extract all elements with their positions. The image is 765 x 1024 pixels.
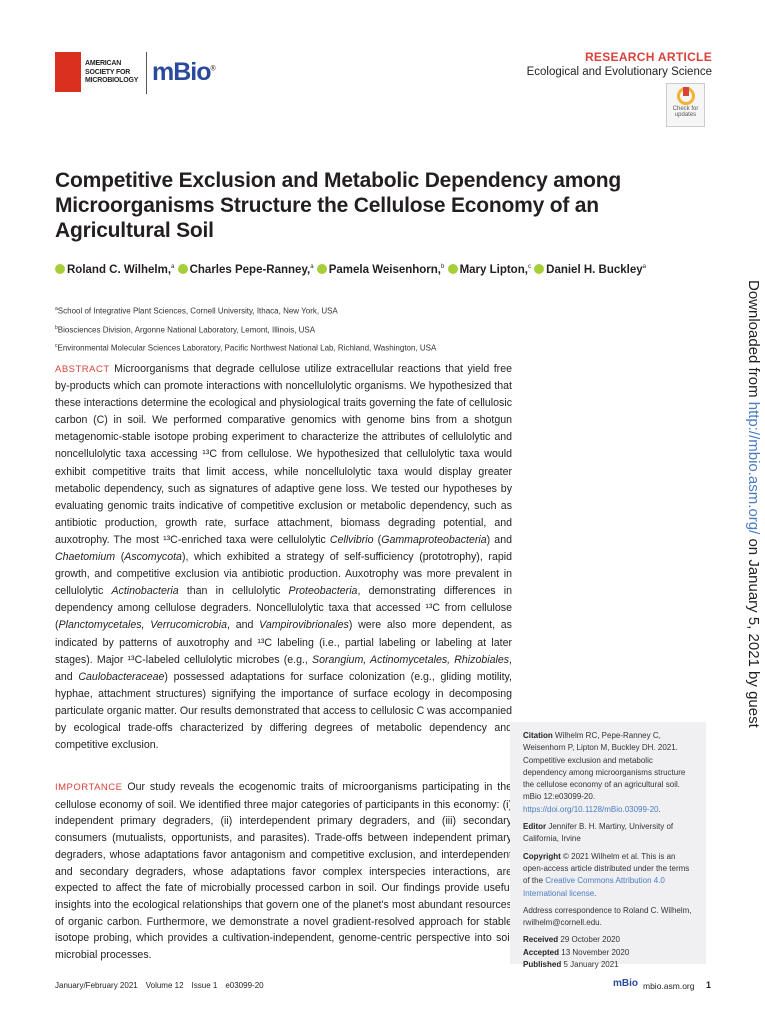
received-date: 29 October 2020	[558, 935, 620, 945]
author-name[interactable]: Daniel H. Buckley	[546, 264, 643, 276]
article-type: RESEARCH ARTICLE	[584, 50, 712, 64]
issue: Issue 1	[191, 981, 218, 990]
check-for-updates-button[interactable]: Check for updates	[666, 83, 705, 127]
accepted-date: 13 November 2020	[559, 947, 630, 957]
issue-date: January/February 2021	[55, 981, 138, 990]
orcid-icon[interactable]	[534, 264, 545, 274]
footer-issue-info: January/February 2021 Volume 12 Issue 1 e03…	[55, 981, 272, 990]
text-segment: , and	[55, 653, 512, 683]
text-segment: ) and	[486, 533, 512, 546]
mbio-logo: mBio®	[152, 58, 216, 86]
affiliation-key: a	[55, 306, 58, 312]
author-affiliation-mark: b	[441, 264, 445, 271]
license-link[interactable]: Creative Commons Attribution 4.0 Interna…	[523, 876, 665, 898]
citation-text: Wilhelm RC, Pepe-Ranney C, Weisenhorn P,…	[523, 731, 686, 802]
importance-label: IMPORTANCE	[55, 782, 123, 793]
bookmark-icon	[676, 87, 695, 105]
watermark-suffix: on January 5, 2021 by guest	[745, 534, 762, 728]
taxon-name: Vampirovibrionales	[259, 619, 349, 632]
text-segment: than in cellulolytic	[178, 585, 289, 598]
affiliations: aSchool of Integrative Plant Sciences, C…	[55, 301, 436, 357]
taxon-name: Ascomycota	[124, 551, 182, 564]
text-segment: Microorganisms that degrade cellulose ut…	[55, 363, 512, 546]
watermark-prefix: Downloaded from	[745, 280, 762, 402]
orcid-icon[interactable]	[55, 264, 65, 274]
page-number: 1	[706, 980, 712, 990]
author-list: Roland C. Wilhelm,a Charles Pepe-Ranney,…	[55, 264, 646, 276]
section-name: Ecological and Evolutionary Science	[526, 66, 712, 78]
orcid-icon[interactable]	[177, 264, 188, 274]
asm-logo-icon	[55, 52, 81, 92]
taxon-name: Sorangium, Actinomycetales, Rhizobiales	[312, 653, 510, 666]
copyright-text: © 2021 Wilhelm et al. This is an open-ac…	[523, 851, 690, 886]
author-name[interactable]: Roland C. Wilhelm,	[67, 264, 172, 276]
author-affiliation-mark: a	[642, 264, 646, 271]
text-segment: , demonstrating differences in dependenc…	[55, 585, 512, 632]
affiliation-text: Biosciences Division, Argonne National L…	[57, 325, 316, 335]
check-updates-label: Check for updates	[672, 106, 699, 118]
author-name[interactable]: Mary Lipton,	[459, 264, 528, 276]
taxon-name: Actinobacteria	[111, 585, 179, 598]
affiliation-text: Environmental Molecular Sciences Laborat…	[57, 343, 437, 353]
citation-label: Citation	[523, 731, 553, 740]
taxon-name: Planctomycetales, Verrucomicrobia	[58, 619, 227, 632]
taxon-name: Gammaproteobacteria	[381, 533, 487, 546]
affiliation-text: School of Integrative Plant Sciences, Co…	[57, 306, 338, 316]
text-segment: (	[373, 533, 382, 546]
article-title: Competitive Exclusion and Metabolic Depe…	[55, 169, 622, 242]
footer-mbio-logo: mBio	[613, 978, 638, 989]
doi-link[interactable]: https://doi.org/10.1128/mBio.03099-20	[523, 804, 659, 814]
orcid-icon[interactable]	[447, 264, 458, 274]
author-name[interactable]: Pamela Weisenhorn,	[328, 264, 442, 276]
published-date: 5 January 2021	[561, 960, 619, 970]
copyright-label: Copyright	[523, 851, 561, 861]
volume: Volume 12	[145, 981, 184, 990]
watermark-link[interactable]: http://mbio.asm.org/	[745, 401, 762, 535]
accepted-label: Accepted	[523, 947, 560, 957]
taxon-name: Caulobacteraceae	[78, 670, 165, 683]
article-id: e03099-20	[225, 981, 264, 990]
text-segment: Our study reveals the ecogenomic traits …	[55, 781, 512, 962]
editor-text: Jennifer B. H. Martiny, University of Ca…	[523, 822, 674, 844]
author-affiliation-mark: c	[527, 264, 531, 271]
taxon-name: Proteobacteria	[288, 585, 358, 598]
affiliation: aSchool of Integrative Plant Sciences, C…	[55, 301, 436, 320]
published-label: Published	[523, 960, 562, 970]
affiliation: cEnvironmental Molecular Sciences Labora…	[55, 338, 436, 357]
correspondence: Address correspondence to Roland C. Wilh…	[523, 905, 692, 928]
text-segment: ), which exhibited a strategy of self-su…	[55, 551, 512, 598]
author-affiliation-mark: a	[310, 264, 314, 271]
text-segment: (	[115, 551, 125, 564]
taxon-name: Chaetomium	[55, 551, 116, 564]
footer-site[interactable]: mbio.asm.org	[643, 981, 695, 991]
affiliation-key: c	[55, 343, 58, 350]
text-segment: , and	[227, 619, 260, 632]
text-segment: ) possessed adaptations for surface colo…	[55, 670, 512, 752]
punct: .	[594, 888, 597, 898]
affiliation: bBiosciences Division, Argonne National …	[55, 320, 436, 339]
importance: IMPORTANCE Our study reveals the ecogeno…	[55, 779, 512, 964]
asm-logo-text: AMERICAN SOCIETY FOR MICROBIOLOGY	[85, 60, 139, 84]
editor-label: Editor	[523, 822, 547, 832]
abstract: ABSTRACT Microorganisms that degrade cel…	[55, 361, 512, 754]
article-info-box: Citation Wilhelm RC, Pepe-Ranney C, Weis…	[510, 722, 706, 969]
author-name[interactable]: Charles Pepe-Ranney,	[189, 264, 311, 276]
punct: .	[658, 804, 661, 814]
affiliation-key: b	[55, 324, 58, 331]
received-label: Received	[523, 935, 559, 945]
logo-divider	[146, 52, 147, 94]
orcid-icon[interactable]	[316, 264, 327, 274]
abstract-label: ABSTRACT	[55, 364, 110, 375]
text-segment: ) were also more dependent, as indicated…	[55, 619, 512, 666]
taxon-name: Cellvibrio	[329, 533, 374, 546]
author-affiliation-mark: a	[171, 264, 175, 271]
